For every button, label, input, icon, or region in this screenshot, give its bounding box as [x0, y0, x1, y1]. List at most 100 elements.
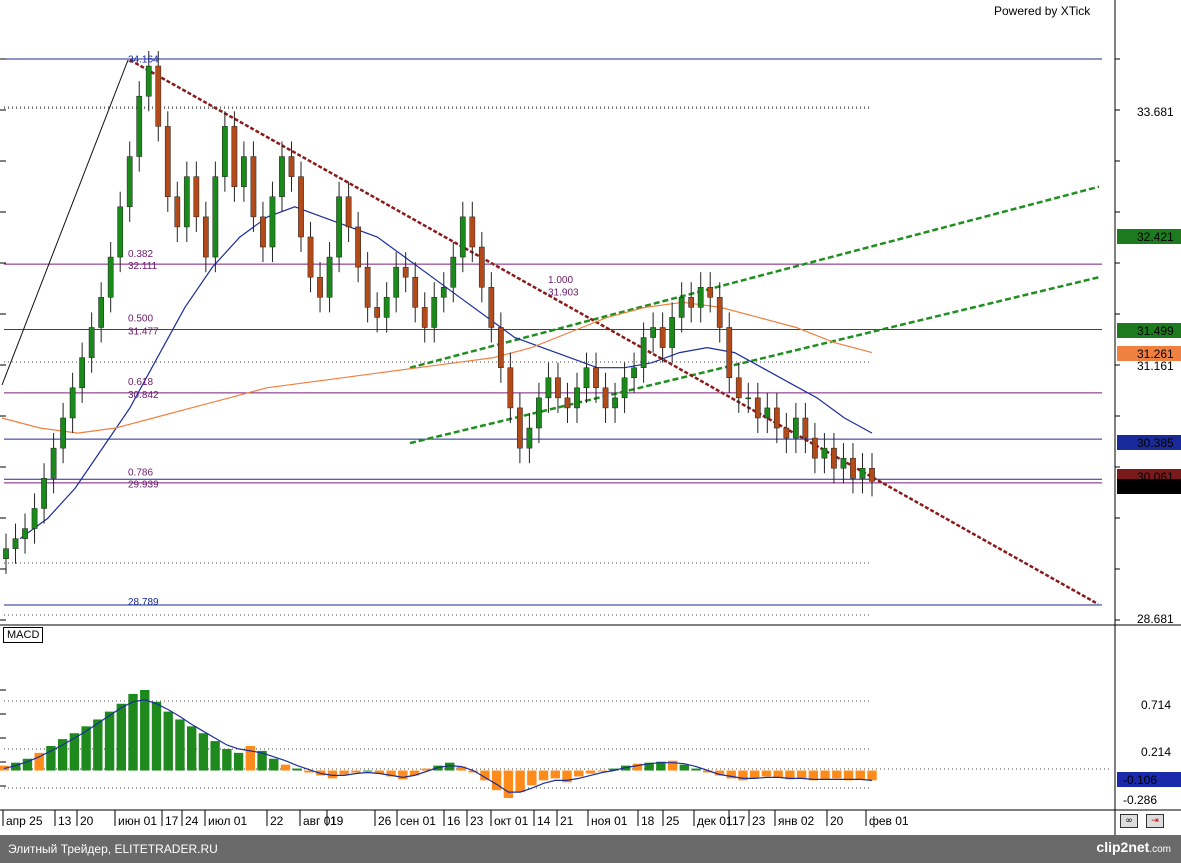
candle-body	[478, 246, 485, 288]
candle-body	[536, 397, 542, 429]
macd-tick-label: 0.714	[1141, 698, 1171, 712]
candle-body	[564, 397, 571, 409]
candle-body	[298, 176, 304, 238]
macd-tick-label: 0.214	[1141, 745, 1171, 759]
candle-body	[688, 297, 695, 308]
time-tick-label: ноя 01	[591, 814, 628, 828]
candle-body	[669, 317, 676, 348]
macd-bar	[691, 768, 701, 771]
candle-body	[117, 206, 124, 258]
candle-body	[22, 528, 28, 539]
macd-bar	[597, 770, 607, 772]
macd-tag-bg	[1117, 772, 1181, 787]
time-tick-label: сен 01	[400, 814, 436, 828]
candle-body	[307, 236, 314, 278]
macd-bar	[280, 764, 291, 771]
channel-line	[409, 275, 1100, 445]
candle-body	[260, 216, 266, 248]
time-tick-label: янв 02	[778, 814, 815, 828]
footer-logo: clip2net.com	[1096, 839, 1171, 855]
candle-body	[269, 196, 276, 248]
candle-body	[621, 377, 628, 399]
link-icon[interactable]: ∞	[1120, 814, 1138, 828]
macd-bar	[140, 690, 150, 771]
macd-bar	[34, 752, 44, 771]
candle-body	[107, 256, 114, 298]
candle-body	[402, 266, 409, 278]
macd-bar	[808, 770, 819, 781]
candle-body	[802, 417, 809, 439]
macd-bar	[116, 703, 126, 771]
macd-bar	[820, 770, 830, 780]
macd-bar	[562, 770, 572, 783]
price-tick-label: ▲ 29.971	[1129, 480, 1181, 494]
candle-body	[31, 508, 38, 529]
candle-body	[355, 226, 361, 268]
macd-bar	[773, 770, 783, 778]
channel-line	[409, 185, 1100, 369]
candle-body	[574, 387, 580, 409]
macd-bar	[585, 770, 596, 774]
macd-bar	[421, 768, 431, 771]
time-tick-label: авг 01	[303, 814, 337, 828]
candle-body	[602, 387, 609, 409]
macd-bar	[210, 741, 220, 771]
macd-bar	[550, 770, 560, 779]
candle-body	[60, 417, 66, 449]
candle-body	[678, 297, 685, 318]
macd-bar	[304, 770, 314, 773]
trend-line	[129, 58, 1099, 606]
macd-tick-label: -0.106	[1123, 773, 1157, 787]
candle-body	[50, 447, 57, 479]
candle-body	[459, 216, 466, 258]
candle-body	[707, 287, 714, 298]
macd-bar	[468, 770, 478, 773]
macd-panel	[0, 690, 877, 799]
candle-body	[241, 156, 247, 187]
candle-body	[69, 387, 76, 419]
candle-body	[821, 447, 828, 459]
candle-body	[421, 307, 428, 328]
macd-bar	[750, 770, 760, 779]
candle-body	[612, 397, 618, 409]
candle-body	[174, 196, 181, 228]
time-tick-label: 14	[537, 814, 551, 828]
candle-body	[497, 327, 504, 368]
candle-body	[12, 538, 19, 549]
candle-body	[41, 478, 47, 509]
time-tick-label: 16	[447, 814, 461, 828]
macd-bar	[855, 770, 865, 780]
candle-body	[317, 276, 323, 298]
footer-source: Элитный Трейдер, ELITETRADER.RU	[8, 842, 218, 856]
macd-bar	[632, 763, 643, 771]
macd-bar	[726, 770, 736, 779]
exit-icon[interactable]: ⇥	[1146, 814, 1164, 828]
candle-body	[336, 196, 342, 258]
time-tick-label: 20	[80, 814, 94, 828]
candle-body	[98, 297, 105, 328]
macd-bar	[327, 770, 338, 779]
macd-bar	[198, 733, 209, 771]
time-tick-label: дек 01	[697, 814, 733, 828]
candle-body	[145, 65, 152, 97]
ma-slow-line	[1, 301, 873, 434]
powered-by-label: Powered by XTick	[994, 4, 1091, 18]
time-tick-label: 26	[378, 814, 392, 828]
price-label: 28.789	[128, 597, 159, 608]
macd-bar	[81, 726, 91, 771]
time-tick-label: июн 01	[118, 814, 157, 828]
macd-bar	[538, 770, 549, 781]
candles	[3, 50, 875, 574]
price-tick-label: 31.261	[1137, 347, 1174, 361]
price-tag-bg	[1117, 479, 1181, 494]
macd-bar	[163, 711, 173, 771]
macd-bar	[386, 770, 396, 777]
time-tick-label: 23	[470, 814, 484, 828]
macd-bar	[609, 768, 619, 771]
candle-body	[183, 176, 190, 228]
time-tick-label: 21	[560, 814, 574, 828]
candle-body	[431, 297, 438, 328]
price-label: 29.939	[128, 479, 159, 490]
candle-body	[345, 196, 352, 228]
